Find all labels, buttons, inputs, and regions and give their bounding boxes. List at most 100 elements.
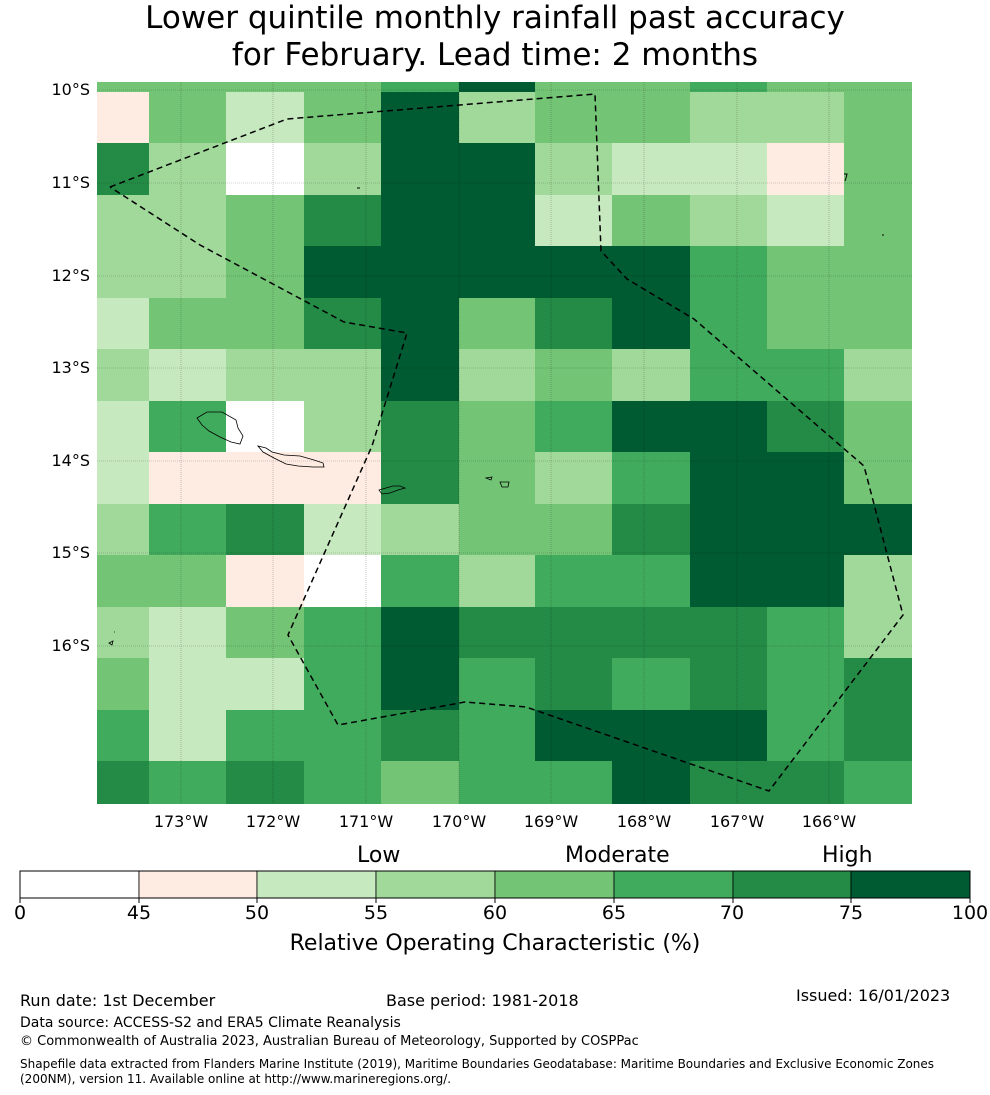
grid-cell (149, 401, 226, 452)
grid-cell (304, 504, 381, 555)
colorbar-swatch (732, 870, 852, 899)
grid-cell (226, 504, 304, 555)
grid-cell (149, 143, 226, 195)
title-line-2: for February. Lead time: 2 months (231, 37, 759, 73)
grid-cell (535, 658, 612, 710)
grid-cell (844, 246, 912, 298)
colorbar-tick-100: 100 (951, 902, 989, 924)
colorbar-swatch (138, 870, 258, 899)
grid-cell (149, 504, 226, 555)
grid-cell (767, 298, 844, 349)
grid-cell (381, 607, 459, 658)
grid-cell (226, 82, 304, 92)
lon-label-166w: 166°W (801, 812, 857, 831)
grid-cell (304, 143, 381, 195)
grid-cell (612, 401, 690, 452)
grid-cell (612, 298, 690, 349)
grid-cell (844, 401, 912, 452)
grid-cell (690, 92, 767, 143)
grid-cell (844, 710, 912, 761)
grid-cell (304, 555, 381, 607)
grid-cell (149, 298, 226, 349)
lon-label-167w: 167°W (709, 812, 765, 831)
grid-cell (304, 607, 381, 658)
grid-cell (690, 452, 767, 504)
grid-cell (149, 658, 226, 710)
grid-cell (381, 349, 459, 401)
grid-cell (97, 555, 149, 607)
grid-cell (535, 452, 612, 504)
grid-cell (767, 92, 844, 143)
grid-cell (226, 92, 304, 143)
colorbar-swatch (256, 870, 377, 899)
grid-cell (459, 504, 535, 555)
grid-cell (844, 298, 912, 349)
shapefile-credit: Shapefile data extracted from Flanders M… (20, 1057, 935, 1086)
grid-cell (97, 504, 149, 555)
grid-cell (304, 298, 381, 349)
grid-cell (97, 246, 149, 298)
grid-cell (304, 195, 381, 246)
lat-label-12s: 12°S (51, 266, 90, 285)
grid-cell (226, 658, 304, 710)
grid-cell (690, 82, 767, 92)
grid-cell (304, 452, 381, 504)
grid-cell (767, 761, 844, 804)
grid-cell (304, 82, 381, 92)
colorbar-category-moderate: Moderate (565, 843, 670, 868)
grid-cell (381, 710, 459, 761)
grid-cell (844, 761, 912, 804)
grid-cell (226, 246, 304, 298)
ofu-island-outline (484, 476, 493, 481)
grid-cell (612, 246, 690, 298)
grid-cell (535, 82, 612, 92)
grid-cell (612, 349, 690, 401)
colorbar-tick-60: 60 (482, 902, 508, 924)
grid-cell (149, 452, 226, 504)
grid-cell (459, 195, 535, 246)
grid-cell (844, 452, 912, 504)
grid-cell (612, 504, 690, 555)
grid-cell (612, 195, 690, 246)
grid-cell (304, 349, 381, 401)
grid-cell (459, 658, 535, 710)
grid-cell (767, 349, 844, 401)
grid-cell (690, 349, 767, 401)
grid-cell (149, 246, 226, 298)
grid-cell (381, 555, 459, 607)
lon-label-171w: 171°W (338, 812, 394, 831)
base-period: Base period: 1981-2018 (386, 991, 579, 1010)
lon-label-168w: 168°W (616, 812, 672, 831)
grid-cell (535, 555, 612, 607)
grid-cell (97, 761, 149, 804)
grid-cell (844, 658, 912, 710)
lon-label-169w: 169°W (523, 812, 579, 831)
grid-cell (149, 92, 226, 143)
grid-cell (844, 607, 912, 658)
grid-cell (612, 607, 690, 658)
savaii-island-outline (196, 411, 244, 445)
grid-cell (767, 555, 844, 607)
lon-label-170w: 170°W (431, 812, 487, 831)
grid-cell (381, 195, 459, 246)
tokelau-islet-outline (844, 173, 848, 182)
grid-cell (97, 298, 149, 349)
grid-cell (381, 143, 459, 195)
grid-cell (612, 658, 690, 710)
grid-cell (381, 246, 459, 298)
grid-cell (381, 658, 459, 710)
grid-cell (459, 246, 535, 298)
issued-date: Issued: 16/01/2023 (796, 986, 951, 1005)
grid-cell (767, 504, 844, 555)
tutuila-island-outline (378, 485, 407, 495)
grid-cell (226, 195, 304, 246)
run-date: Run date: 1st December (20, 991, 216, 1010)
grid-cell (535, 607, 612, 658)
grid-cell (459, 82, 535, 92)
map-title: Lower quintile monthly rainfall past acc… (0, 0, 990, 74)
grid-cell (149, 710, 226, 761)
lon-label-173w: 173°W (153, 812, 209, 831)
grid-cell (149, 195, 226, 246)
grid-cell (844, 349, 912, 401)
colorbar-category-low: Low (357, 843, 401, 868)
